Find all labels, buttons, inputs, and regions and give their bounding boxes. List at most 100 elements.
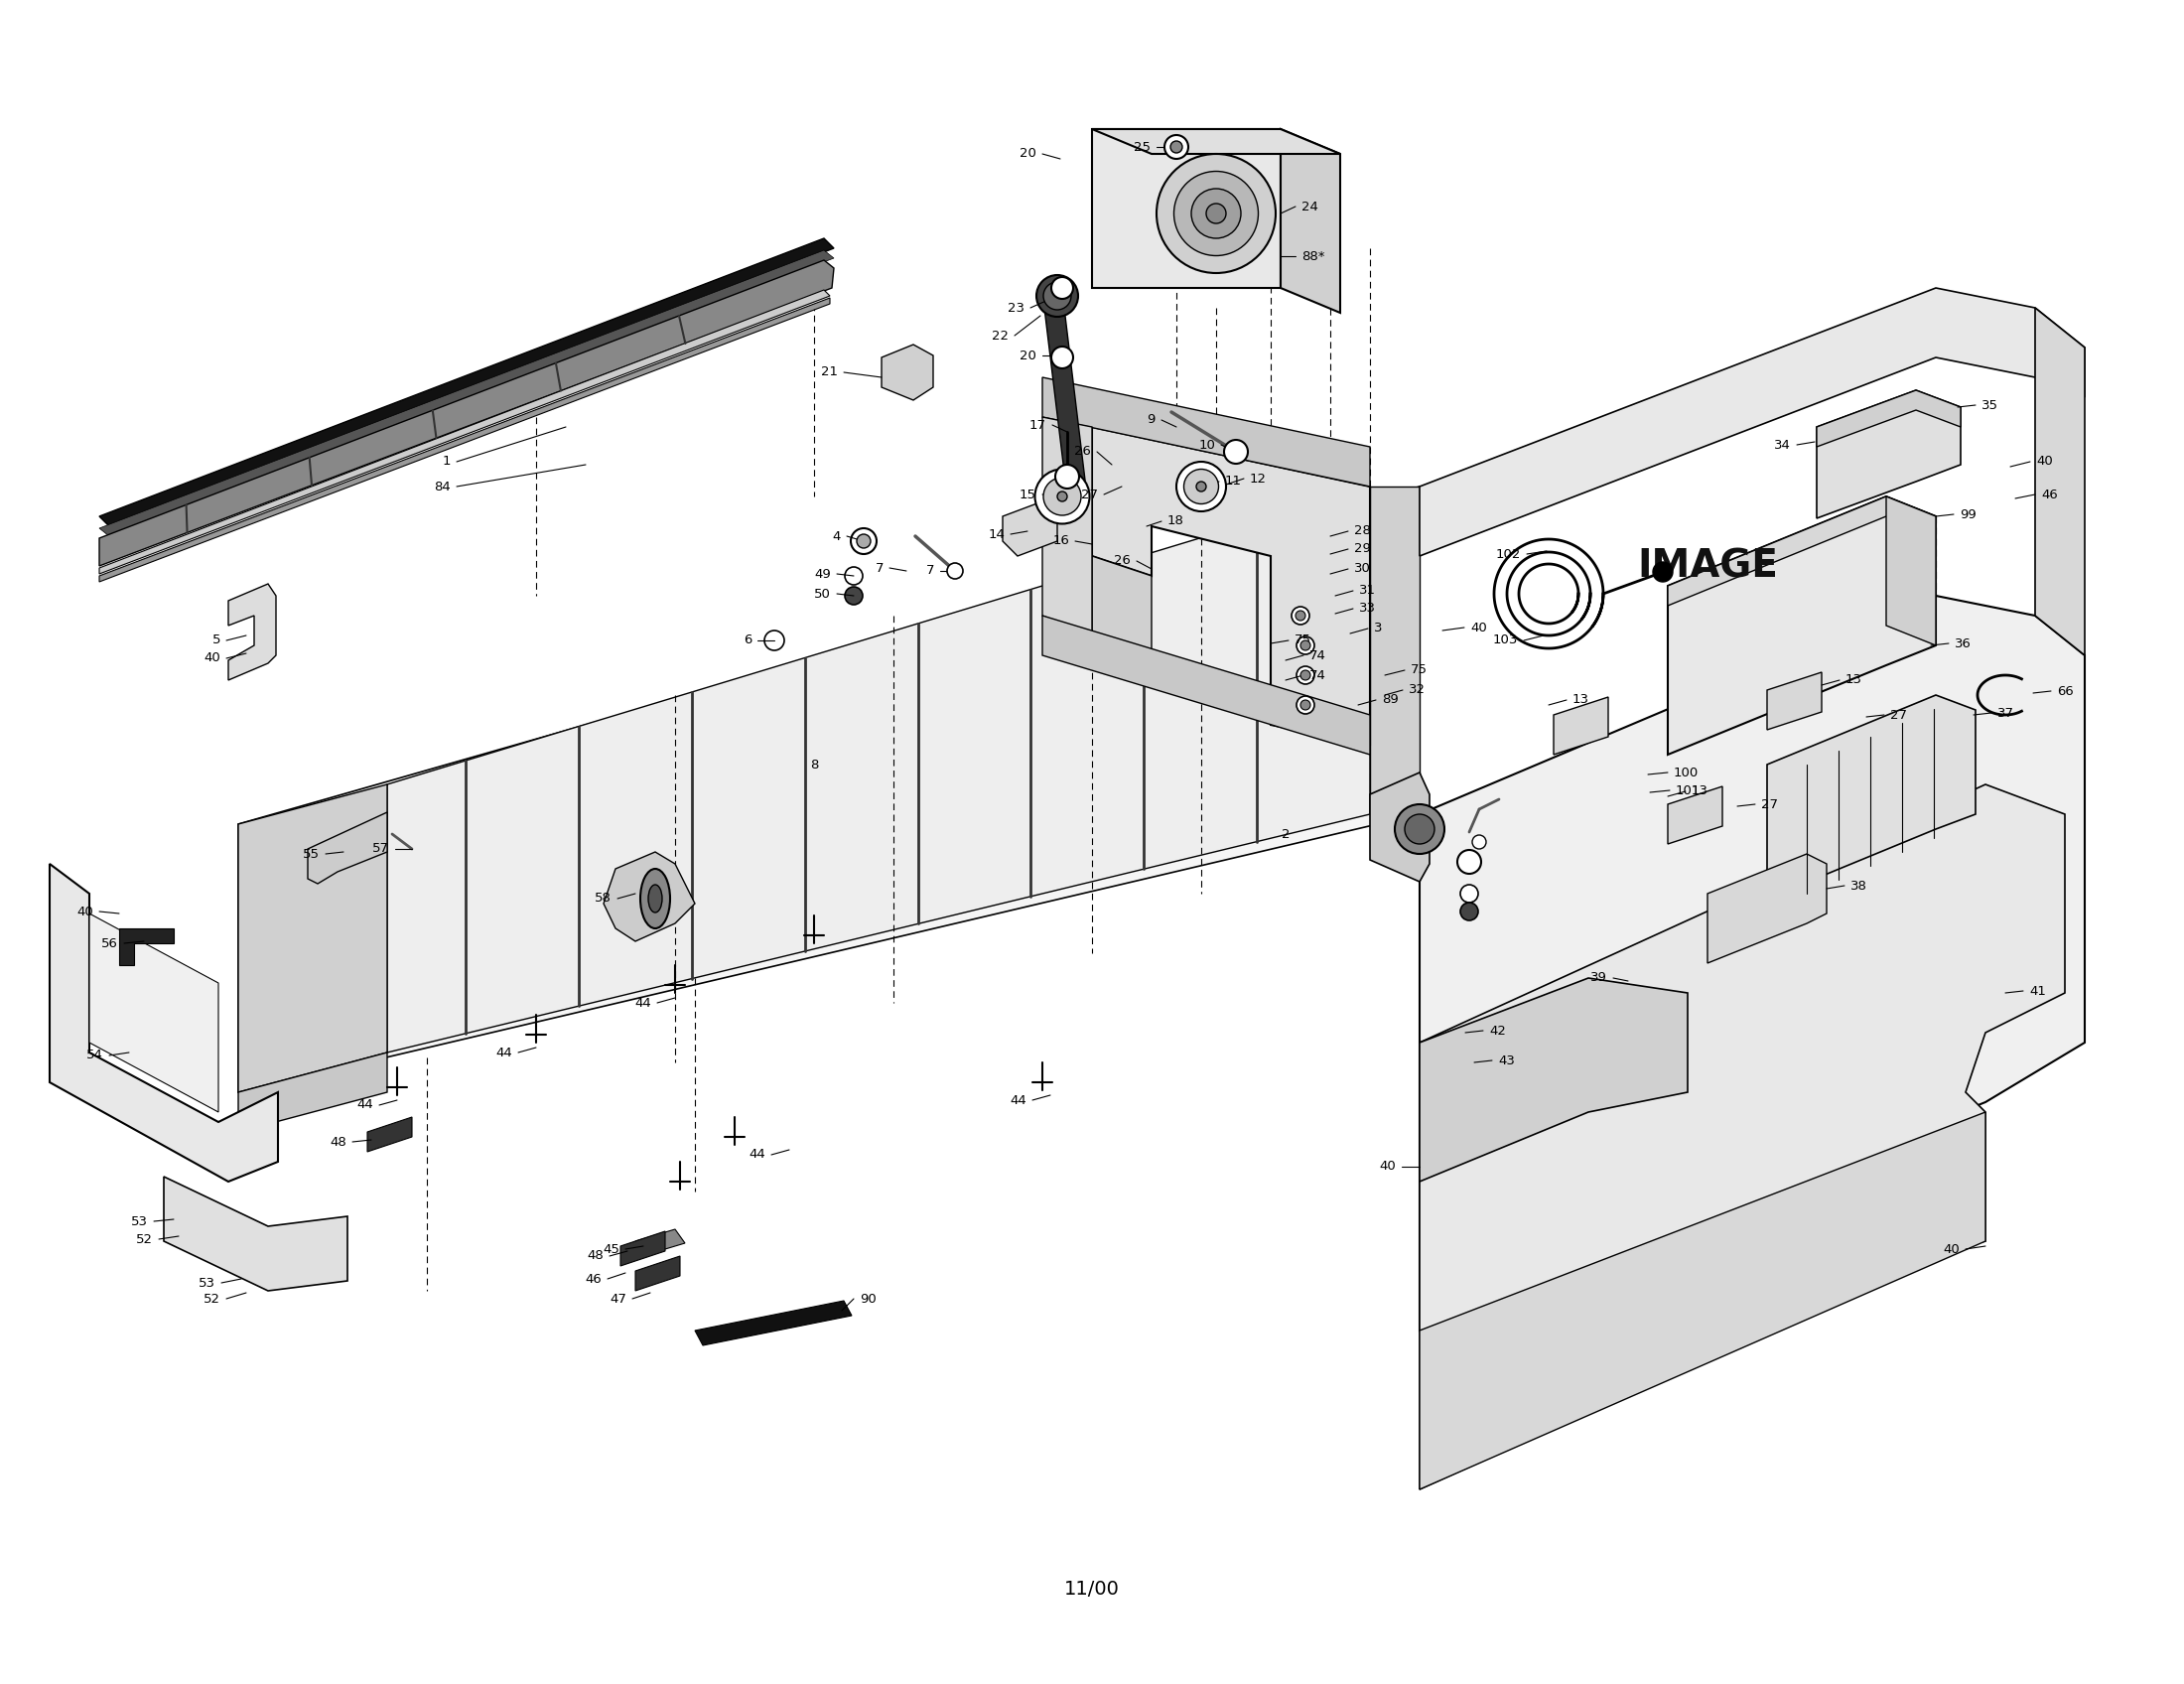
Polygon shape <box>229 584 275 680</box>
Text: 26: 26 <box>1075 445 1092 458</box>
Polygon shape <box>1767 695 1977 899</box>
Ellipse shape <box>640 869 670 928</box>
Polygon shape <box>603 852 695 941</box>
Text: 3: 3 <box>1374 621 1382 635</box>
Text: 12: 12 <box>1249 472 1267 485</box>
Ellipse shape <box>1295 611 1306 621</box>
Ellipse shape <box>1297 637 1315 655</box>
Text: IMAGE: IMAGE <box>1638 547 1778 584</box>
Text: 48: 48 <box>330 1135 347 1148</box>
Polygon shape <box>98 251 834 536</box>
Text: 11: 11 <box>1225 475 1243 488</box>
Text: 40: 40 <box>76 904 94 918</box>
Ellipse shape <box>1177 461 1225 512</box>
Text: 58: 58 <box>594 893 612 904</box>
Polygon shape <box>1669 786 1723 844</box>
Text: 42: 42 <box>1489 1024 1505 1037</box>
Polygon shape <box>238 487 1420 1093</box>
Text: 38: 38 <box>1850 879 1867 893</box>
Polygon shape <box>1669 497 1935 754</box>
Polygon shape <box>1817 391 1961 519</box>
Text: 46: 46 <box>2042 488 2057 500</box>
Text: 10: 10 <box>1199 438 1214 451</box>
Text: 1: 1 <box>441 455 450 468</box>
Ellipse shape <box>1297 667 1315 684</box>
Circle shape <box>1461 903 1479 921</box>
Polygon shape <box>1092 556 1151 655</box>
Circle shape <box>852 529 876 554</box>
Polygon shape <box>98 290 830 574</box>
Text: 100: 100 <box>1673 766 1699 780</box>
Text: 57: 57 <box>371 842 389 855</box>
Text: 13: 13 <box>1693 785 1708 798</box>
Polygon shape <box>620 1231 666 1266</box>
Text: 18: 18 <box>1168 515 1184 527</box>
Ellipse shape <box>1299 701 1310 711</box>
Ellipse shape <box>1396 805 1444 854</box>
Text: 74: 74 <box>1310 669 1326 682</box>
Text: 28: 28 <box>1354 525 1372 537</box>
Circle shape <box>856 534 871 547</box>
Polygon shape <box>1767 672 1821 729</box>
Ellipse shape <box>1057 492 1068 502</box>
Polygon shape <box>882 345 933 401</box>
Circle shape <box>1171 141 1182 153</box>
Text: 53: 53 <box>131 1214 149 1228</box>
Circle shape <box>1472 835 1485 849</box>
Polygon shape <box>2035 308 2086 655</box>
Polygon shape <box>1817 391 1961 446</box>
Text: 52: 52 <box>203 1292 221 1305</box>
Text: 84: 84 <box>435 480 450 493</box>
Text: 46: 46 <box>585 1273 601 1285</box>
Text: 102: 102 <box>1496 547 1520 561</box>
Polygon shape <box>1420 785 2064 1489</box>
Ellipse shape <box>1158 153 1275 273</box>
Text: 26: 26 <box>1114 554 1131 568</box>
Text: 90: 90 <box>860 1292 876 1305</box>
Ellipse shape <box>1291 606 1310 625</box>
Ellipse shape <box>1175 172 1258 256</box>
Ellipse shape <box>1184 470 1219 504</box>
Circle shape <box>1164 135 1188 158</box>
Polygon shape <box>636 1256 679 1292</box>
Text: 15: 15 <box>1020 488 1037 500</box>
Text: 52: 52 <box>135 1233 153 1246</box>
Text: 54: 54 <box>87 1049 103 1063</box>
Text: 27: 27 <box>1760 798 1778 810</box>
Text: 37: 37 <box>1998 707 2014 719</box>
Text: 75: 75 <box>1411 663 1428 677</box>
Polygon shape <box>164 1177 347 1292</box>
Polygon shape <box>98 259 834 566</box>
Text: 20: 20 <box>1020 349 1037 362</box>
Ellipse shape <box>1299 670 1310 680</box>
Polygon shape <box>1369 773 1431 882</box>
Text: 74: 74 <box>1310 648 1326 662</box>
Polygon shape <box>1420 978 1688 1182</box>
Text: 31: 31 <box>1358 584 1376 598</box>
Polygon shape <box>1553 697 1607 754</box>
Polygon shape <box>1280 130 1341 313</box>
Text: 40: 40 <box>1378 1160 1396 1174</box>
Text: 99: 99 <box>1959 509 1977 520</box>
Text: 34: 34 <box>1773 438 1791 451</box>
Text: 66: 66 <box>2057 685 2073 697</box>
Text: 20: 20 <box>1020 148 1037 160</box>
Ellipse shape <box>1190 189 1241 239</box>
Ellipse shape <box>1297 695 1315 714</box>
Polygon shape <box>90 913 218 1111</box>
Polygon shape <box>1420 1111 1985 1489</box>
Polygon shape <box>1708 854 1826 963</box>
Text: 88*: 88* <box>1302 249 1326 263</box>
Text: 25: 25 <box>1133 140 1151 153</box>
Text: 40: 40 <box>2035 455 2053 468</box>
Text: 40: 40 <box>1944 1243 1959 1256</box>
Polygon shape <box>1044 308 1088 497</box>
Ellipse shape <box>1044 478 1081 515</box>
Ellipse shape <box>1197 482 1206 492</box>
Polygon shape <box>1420 288 2086 556</box>
Text: 41: 41 <box>2029 985 2046 997</box>
Text: 7: 7 <box>926 564 935 578</box>
Circle shape <box>1457 850 1481 874</box>
Circle shape <box>845 586 863 605</box>
Text: 32: 32 <box>1409 684 1426 697</box>
